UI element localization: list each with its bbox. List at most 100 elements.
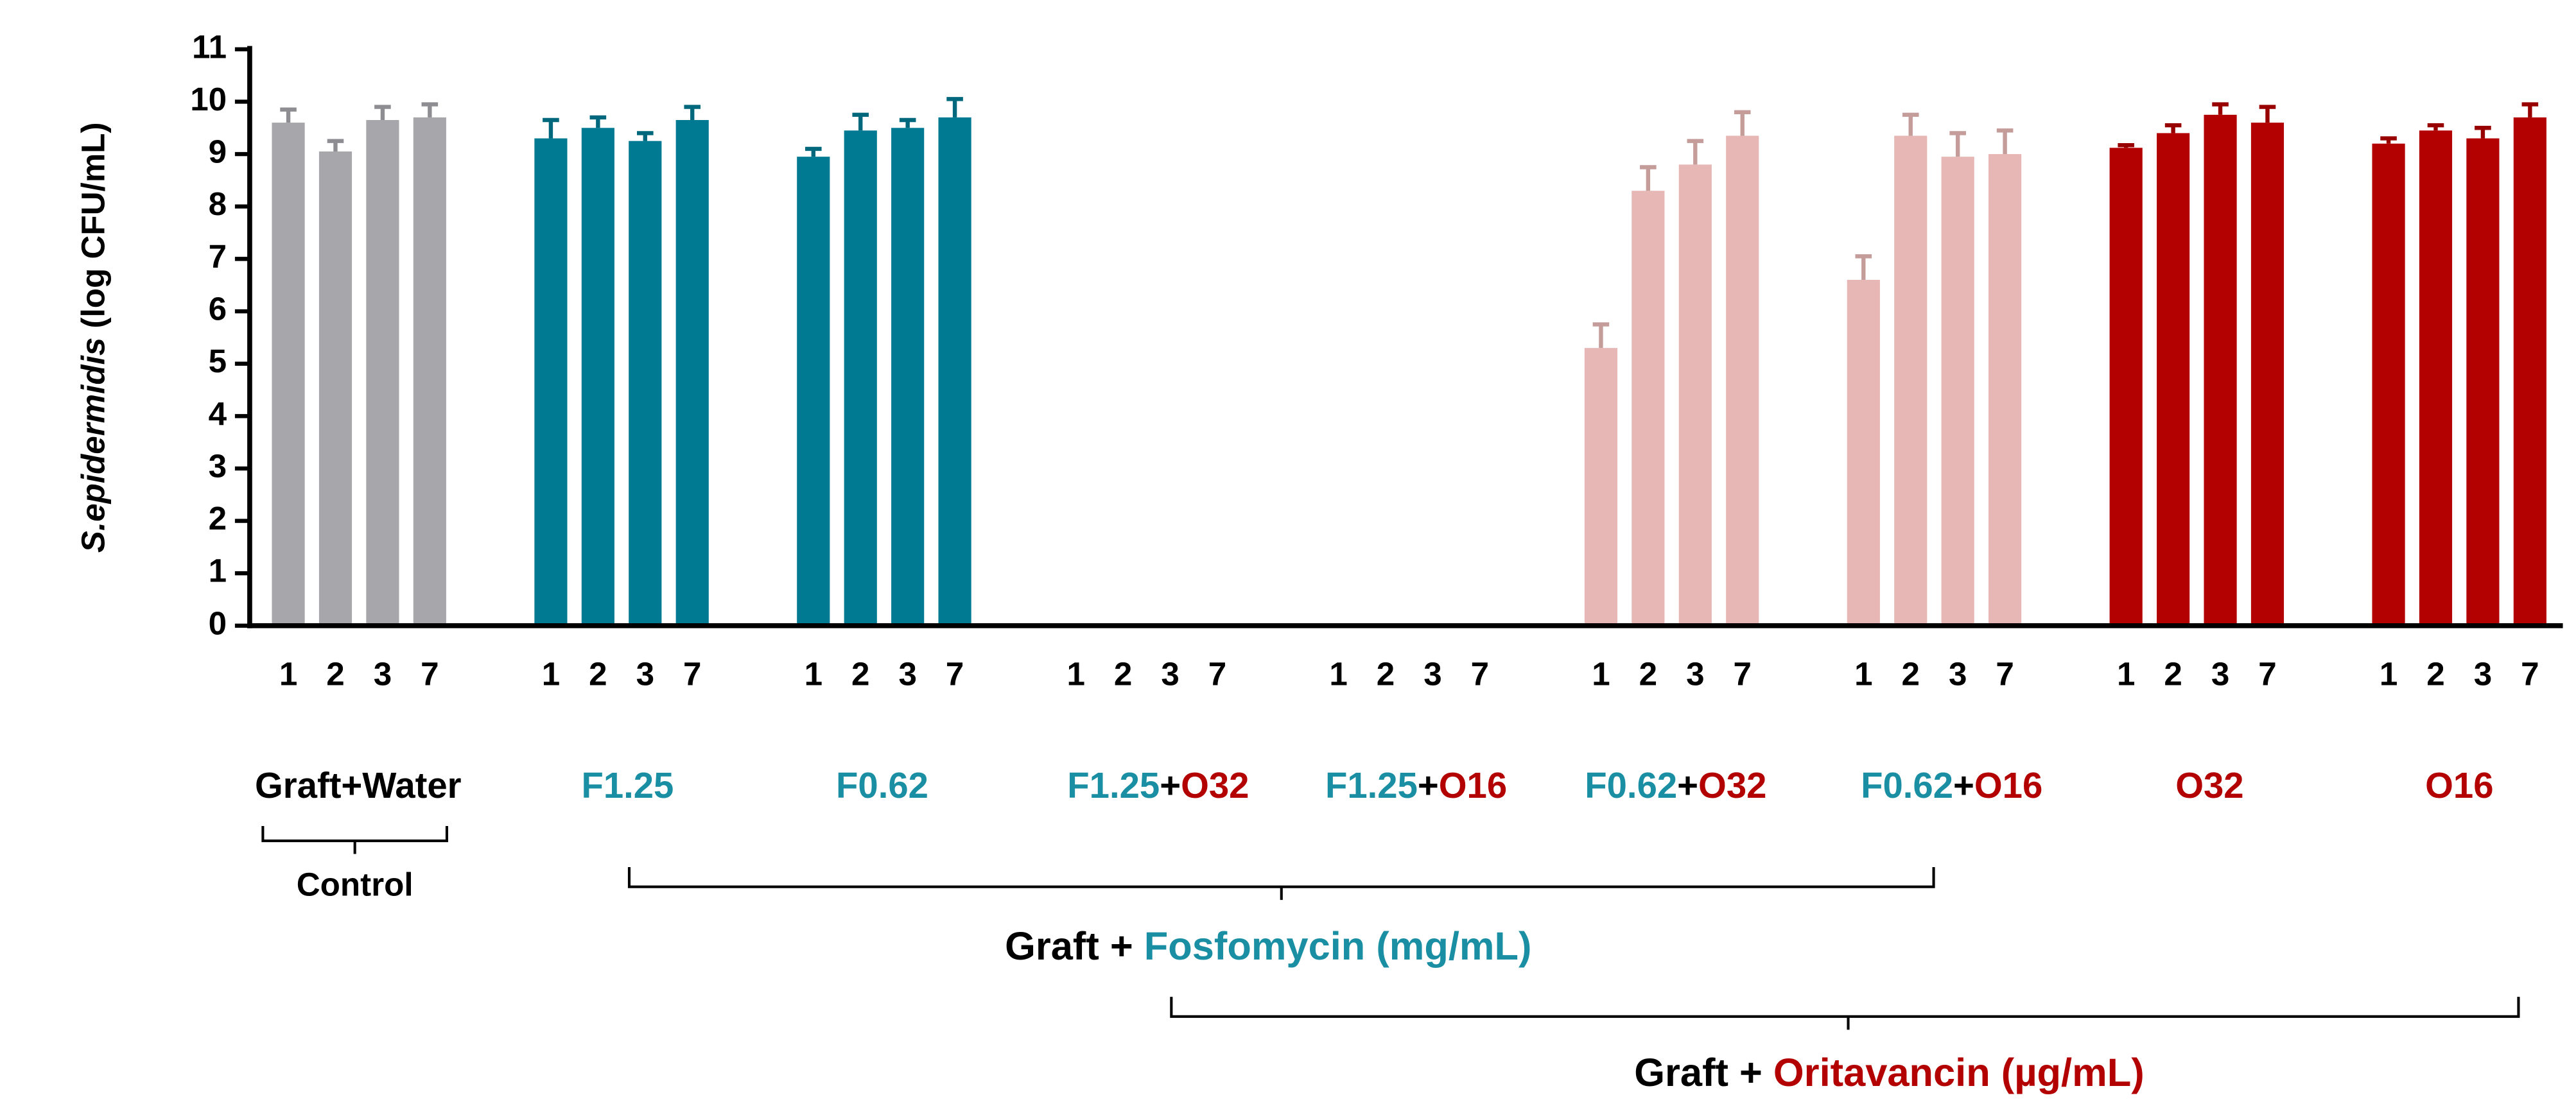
- x-tick-label: 1: [2117, 656, 2135, 693]
- x-tick-label: 7: [683, 656, 701, 693]
- bar: [1847, 280, 1880, 626]
- bar: [2372, 143, 2405, 626]
- x-tick-label: 2: [326, 656, 344, 693]
- y-tick-label: 10: [190, 81, 227, 117]
- error-bar: [852, 112, 869, 131]
- error-bar: [1592, 322, 1610, 349]
- x-tick-label: 7: [1471, 656, 1489, 693]
- error-bar: [2259, 105, 2276, 123]
- x-tick-label: 2: [2426, 656, 2444, 693]
- bar: [1678, 164, 1712, 626]
- error-bar: [1996, 128, 2014, 155]
- bar: [1726, 135, 1759, 626]
- y-tick-label: 4: [209, 395, 227, 432]
- bar: [413, 117, 446, 626]
- x-tick-label: 2: [851, 656, 869, 693]
- group-label-part: F0.62: [1861, 765, 1953, 805]
- y-tick-label: 1: [209, 553, 227, 589]
- x-tick-label: 1: [542, 656, 560, 693]
- bracket: [1170, 997, 2520, 1030]
- y-tick-label: 2: [209, 500, 227, 537]
- error-bar: [1640, 165, 1657, 191]
- group-label-part: F1.25: [1325, 765, 1418, 805]
- bar: [1941, 157, 1974, 626]
- error-bar: [543, 117, 559, 139]
- group-label-part: +: [1953, 765, 1974, 805]
- bar: [1584, 348, 1618, 626]
- group-label: F0.62+O16: [1861, 765, 2042, 805]
- group-label-part: O16: [2425, 765, 2493, 805]
- error-bar: [1949, 131, 1966, 157]
- y-axis-label-part: (log CFU/mL): [74, 122, 111, 337]
- bar: [534, 138, 568, 626]
- error-bar: [684, 105, 701, 121]
- annotation: Graft + Oritavancin (µg/mL): [1634, 1051, 2144, 1095]
- error-bar: [589, 115, 607, 128]
- bracket: [627, 867, 1935, 900]
- bar: [2204, 114, 2237, 626]
- error-bar: [421, 102, 439, 117]
- annotation: Control: [297, 866, 413, 902]
- bar: [938, 117, 971, 626]
- x-tick-label: 3: [2211, 656, 2229, 693]
- x-tick-label: 2: [1377, 656, 1395, 693]
- bar: [581, 128, 614, 626]
- x-tick-label: 2: [1902, 656, 1920, 693]
- x-tick-label: 1: [2380, 656, 2398, 693]
- group-label: O32: [2175, 765, 2243, 805]
- bar: [675, 120, 709, 626]
- error-bar: [899, 117, 916, 128]
- bracket: [261, 826, 449, 854]
- bar: [2250, 123, 2284, 626]
- annotation-part: Graft +: [1005, 924, 1144, 969]
- error-bar: [946, 97, 963, 117]
- x-tick-label: 1: [1329, 656, 1347, 693]
- x-tick-label: 3: [374, 656, 392, 693]
- bar: [1894, 135, 1928, 626]
- bar: [2513, 117, 2546, 626]
- annotation-part: Fosfomycin (mg/mL): [1144, 924, 1532, 969]
- error-bar: [1855, 254, 1872, 280]
- x-tick-label: 7: [2258, 656, 2276, 693]
- error-bar: [1687, 139, 1704, 165]
- error-bar: [327, 139, 344, 151]
- group-label-part: F1.25: [1067, 765, 1160, 805]
- y-tick-label: 0: [209, 605, 227, 641]
- annotation-part: Oritavancin (µg/mL): [1773, 1051, 2145, 1095]
- error-bar: [2164, 123, 2182, 133]
- bar: [1989, 154, 2022, 626]
- x-tick-label: 3: [2474, 656, 2492, 693]
- error-bar: [280, 107, 297, 123]
- x-tick-label: 3: [1949, 656, 1967, 693]
- error-bar: [1902, 112, 1919, 136]
- group-label-part: +: [1677, 765, 1698, 805]
- group-label: F1.25+O16: [1325, 765, 1507, 805]
- x-tick-label: 1: [1066, 656, 1084, 693]
- group-label-part: O32: [1698, 765, 1766, 805]
- group-label: F0.62: [836, 765, 928, 805]
- bar: [844, 130, 877, 626]
- error-bar: [636, 131, 654, 141]
- error-bar: [1734, 110, 1751, 136]
- bar: [2157, 133, 2190, 626]
- x-tick-label: 3: [898, 656, 916, 693]
- y-tick-label: 5: [209, 343, 227, 379]
- annotation-part: Graft +: [1634, 1051, 1773, 1095]
- error-bar: [2521, 102, 2539, 117]
- error-bar: [805, 146, 822, 157]
- group-label: F0.62+O32: [1585, 765, 1766, 805]
- y-tick-label: 3: [209, 447, 227, 484]
- group-label: O16: [2425, 765, 2493, 805]
- bar: [318, 151, 352, 626]
- x-tick-label: 1: [805, 656, 822, 693]
- x-tick-label: 7: [1734, 656, 1752, 693]
- group-label-part: F0.62: [836, 765, 928, 805]
- group-label-part: Graft+Water: [255, 765, 462, 805]
- group-label-part: +: [1418, 765, 1439, 805]
- y-tick-label: 6: [209, 291, 227, 327]
- y-tick-label: 8: [209, 185, 227, 222]
- error-bar: [2475, 126, 2491, 139]
- x-tick-label: 3: [636, 656, 654, 693]
